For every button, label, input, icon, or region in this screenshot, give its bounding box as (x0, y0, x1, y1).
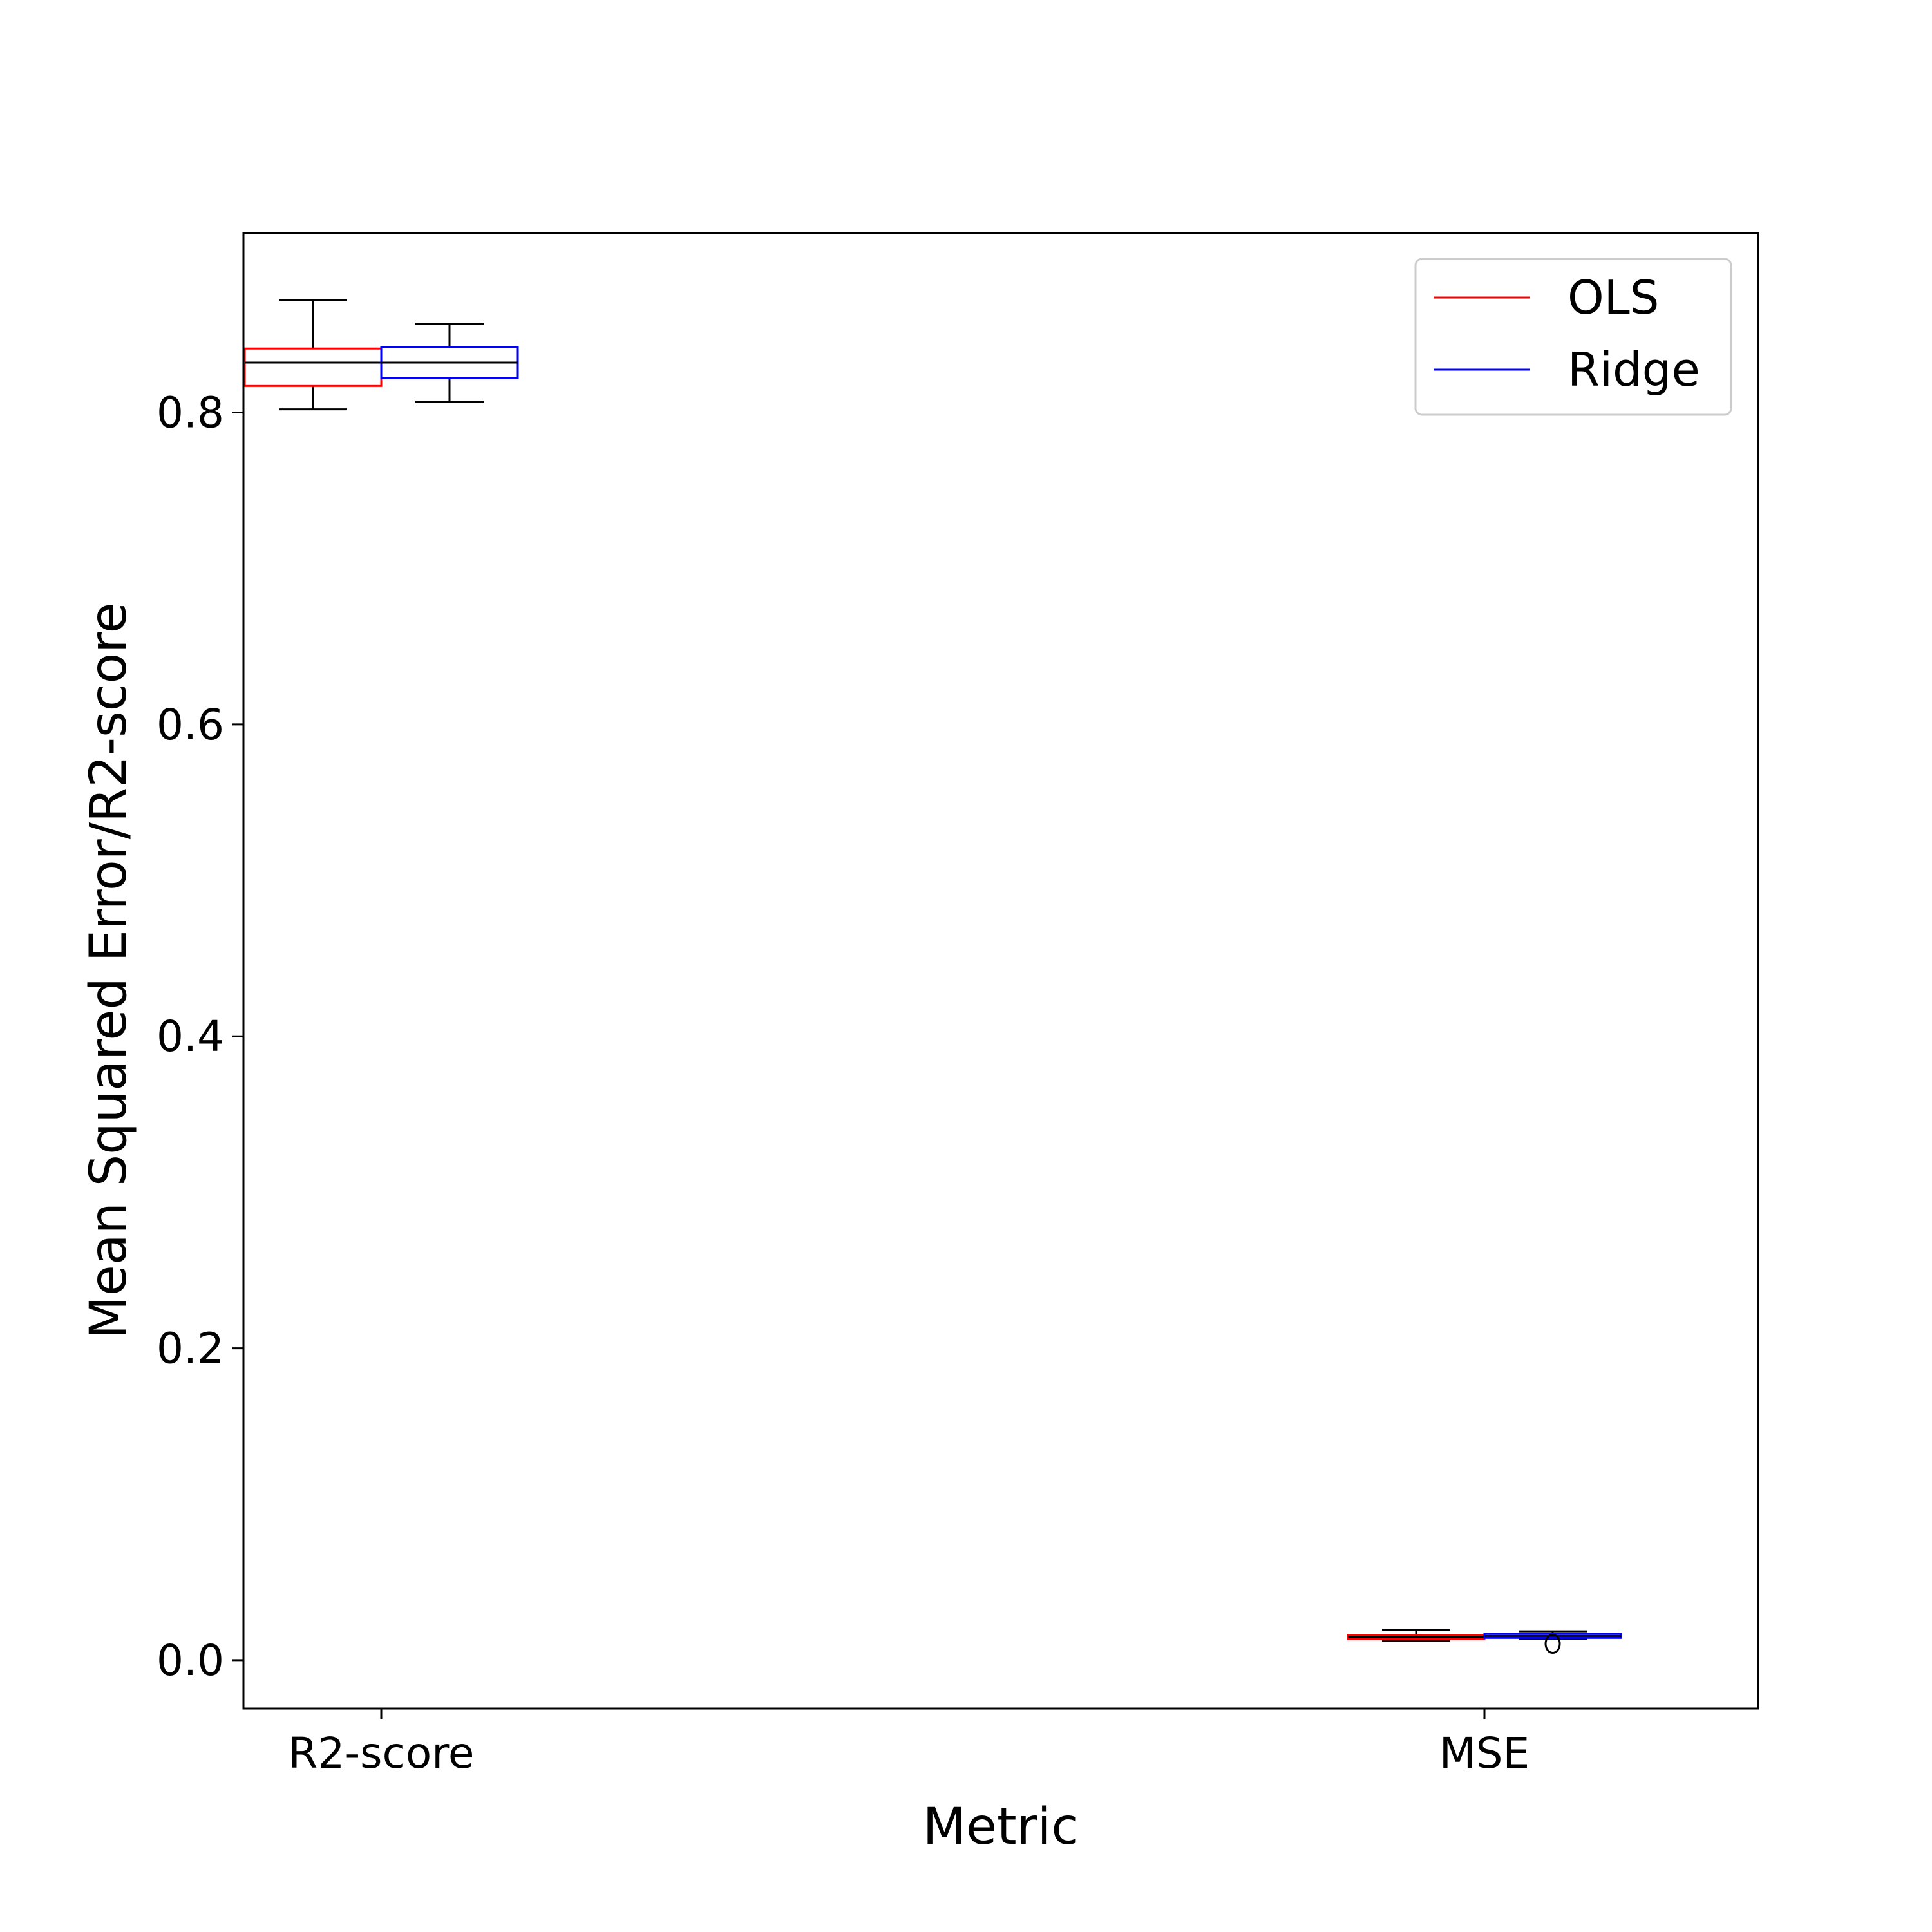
outlier-point (1544, 1633, 1561, 1654)
plot-marks (243, 299, 1622, 1654)
y-tick-label: 0.2 (156, 1324, 224, 1374)
legend: OLS Ridge (1414, 258, 1732, 416)
x-tick-label: MSE (1439, 1728, 1530, 1778)
y-tick-label: 0.6 (156, 700, 224, 750)
box-ridge-r2-score (380, 322, 519, 403)
x-tick-label: R2-score (288, 1728, 474, 1778)
y-axis-label: Mean Squared Error/R2-score (80, 602, 138, 1339)
y-tick-label: 0.4 (156, 1012, 224, 1061)
legend-label-ridge: Ridge (1567, 343, 1700, 397)
box-ridge-mse (1483, 1630, 1622, 1654)
x-axis-label: Metric (923, 1798, 1079, 1856)
box-ols-r2-score (243, 299, 383, 411)
axes-frame (242, 232, 1759, 1710)
y-tick-label: 0.0 (156, 1636, 224, 1685)
y-tick-label: 0.8 (156, 388, 224, 438)
legend-label-ols: OLS (1567, 270, 1660, 325)
y-axis-ticks: 0.0 0.2 0.4 0.6 0.8 (156, 388, 243, 1685)
x-axis-ticks: R2-score MSE (288, 1709, 1530, 1778)
